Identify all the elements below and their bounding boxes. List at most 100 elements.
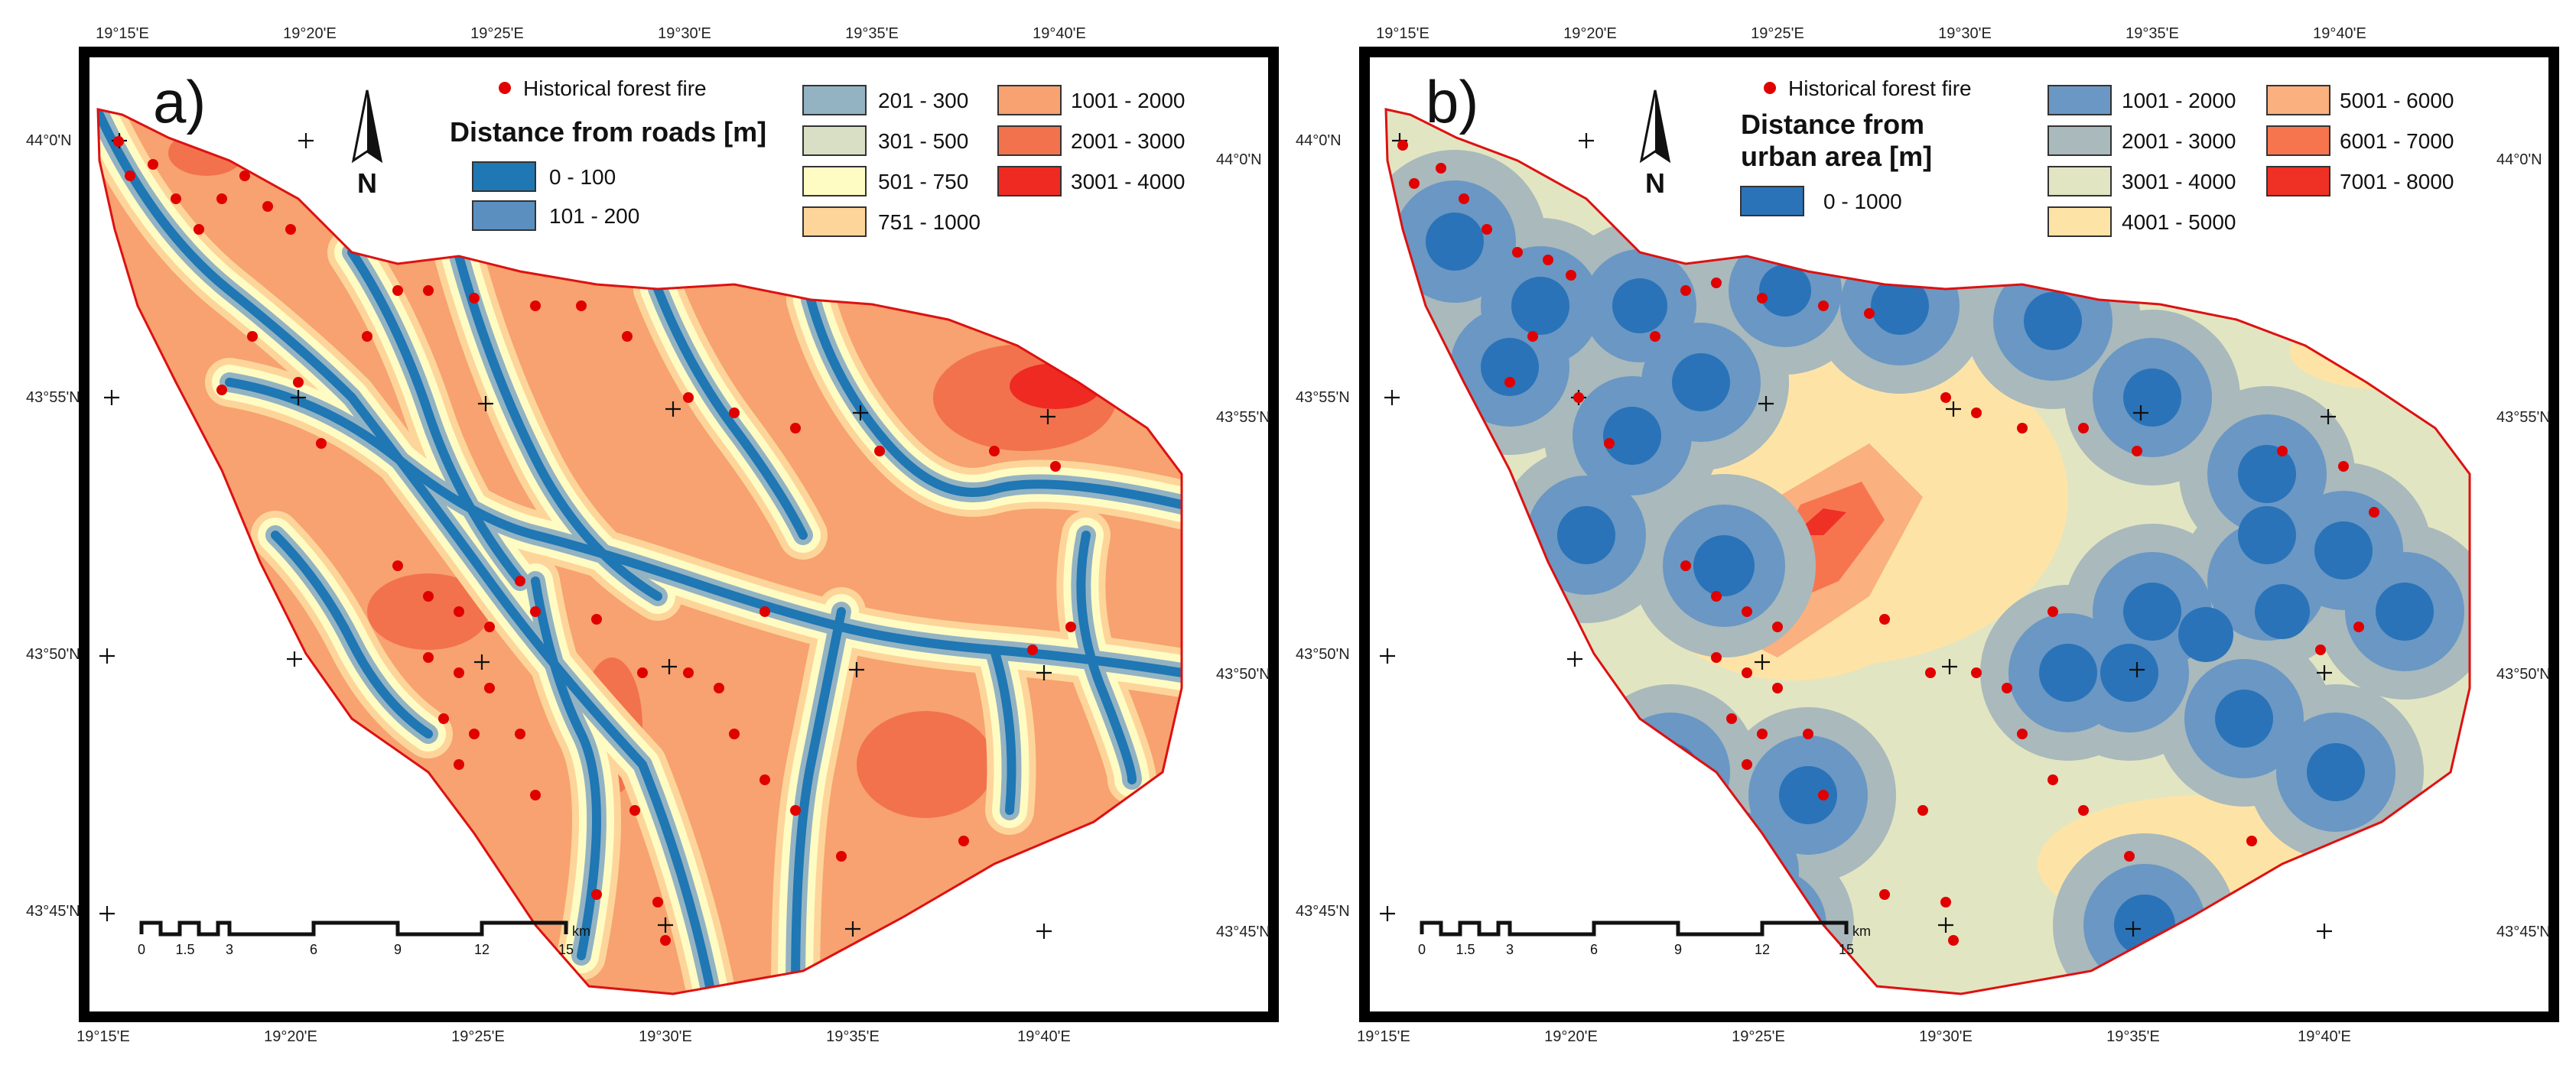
legend-swatch: [2047, 166, 2112, 196]
lat-label: 43°55'N: [2496, 409, 2551, 426]
scale-label: 3: [1506, 942, 1514, 957]
lat-label: 43°50'N: [1216, 666, 1270, 683]
right-lat-labels: 44°0'N 43°55'N 43°50'N 43°45'N: [1216, 151, 1270, 940]
scale-label: 1.5: [175, 942, 194, 957]
scale-bar: 0 1.5 3 6 9 12 15 km: [1418, 921, 1871, 957]
scale-label: 3: [226, 942, 233, 957]
lon-label: 19°25'E: [1751, 25, 1804, 42]
fire-legend-marker: [1764, 82, 1776, 94]
legend-roads: Historical forest fire Distance from roa…: [450, 76, 1185, 237]
raster-zone: [857, 711, 994, 818]
bottom-lon-labels: 19°15'E 19°20'E 19°25'E 19°30'E 19°35'E …: [76, 1028, 1071, 1045]
lon-label: 19°30'E: [1938, 25, 1992, 42]
lon-label: 19°30'E: [1919, 1028, 1973, 1045]
lat-label: 43°45'N: [1216, 924, 1270, 940]
lat-label: 44°0'N: [1216, 151, 1262, 168]
left-lat-labels: 44°0'N 43°55'N 43°50'N 43°45'N: [1296, 132, 1350, 920]
legend-class-label: 4001 - 5000: [2122, 210, 2236, 234]
legend-class-label: 5001 - 6000: [2340, 89, 2454, 112]
map-roads-svg: 19°15'E 19°20'E 19°25'E 19°30'E 19°35'E …: [26, 25, 1279, 1045]
bottom-lon-labels: 19°15'E 19°20'E 19°25'E 19°30'E 19°35'E …: [1357, 1028, 2351, 1045]
lat-label: 43°55'N: [1296, 389, 1350, 406]
legend-swatch: [997, 85, 1062, 115]
lat-label: 44°0'N: [1296, 132, 1342, 149]
legend-class-label: 3001 - 4000: [2122, 170, 2236, 193]
scale-label: 9: [394, 942, 402, 957]
lon-label: 19°35'E: [826, 1028, 880, 1045]
top-lon-labels: 19°15'E 19°20'E 19°25'E 19°30'E 19°35'E …: [96, 25, 1086, 42]
lat-label: 44°0'N: [26, 132, 72, 149]
scale-label: 6: [1590, 942, 1598, 957]
legend-swatch: [2047, 85, 2112, 115]
lat-label: 43°50'N: [1296, 646, 1350, 663]
lon-label: 19°25'E: [1732, 1028, 1785, 1045]
north-label: N: [357, 167, 377, 199]
study-area-boundary: [96, 108, 1183, 995]
panel-a-roads: 19°15'E 19°20'E 19°25'E 19°30'E 19°35'E …: [26, 25, 1279, 1045]
legend-swatch: [472, 200, 536, 231]
scale-label: 0: [138, 942, 145, 957]
fire-legend-label: Historical forest fire: [1788, 76, 1972, 100]
fire-legend-marker: [499, 82, 511, 94]
scale-label: 15: [1839, 942, 1854, 957]
lon-label: 19°40'E: [2298, 1028, 2351, 1045]
legend-urban: Historical forest fire Distance from urb…: [1740, 76, 2454, 237]
legend-class-label: 201 - 300: [878, 89, 968, 112]
lat-label: 43°45'N: [2496, 924, 2551, 940]
legend-title-line1: Distance from: [1741, 109, 1924, 140]
lon-label: 19°35'E: [845, 25, 899, 42]
legend-swatch: [1740, 186, 1804, 216]
scale-unit: km: [1852, 924, 1871, 939]
map-urban-svg: 19°15'E 19°20'E 19°25'E 19°30'E 19°35'E …: [1296, 25, 2559, 1045]
scale-unit: km: [572, 924, 590, 939]
legend-class-label: 3001 - 4000: [1071, 170, 1185, 193]
legend-class-label: 6001 - 7000: [2340, 129, 2454, 153]
lon-label: 19°25'E: [470, 25, 524, 42]
legend-class-label: 0 - 1000: [1823, 190, 1902, 213]
legend-swatch: [2266, 166, 2330, 196]
right-lat-labels: 44°0'N 43°55'N 43°50'N 43°45'N: [2496, 151, 2551, 940]
raster-zone: [367, 573, 490, 650]
fire-legend-label: Historical forest fire: [523, 76, 707, 100]
lon-label: 19°15'E: [1357, 1028, 1410, 1045]
legend-swatch: [997, 125, 1062, 156]
scale-bar: 0 1.5 3 6 9 12 15 km: [138, 921, 590, 957]
lat-label: 43°55'N: [1216, 409, 1270, 426]
legend-swatch: [802, 206, 867, 237]
fire-points: [1397, 140, 2379, 946]
top-lon-labels: 19°15'E 19°20'E 19°25'E 19°30'E 19°35'E …: [1376, 25, 2366, 42]
lon-label: 19°20'E: [283, 25, 337, 42]
north-arrow: N: [351, 89, 383, 199]
north-label: N: [1645, 167, 1665, 199]
lon-label: 19°40'E: [1033, 25, 1086, 42]
lon-label: 19°20'E: [1563, 25, 1617, 42]
scale-label: 15: [558, 942, 574, 957]
lon-label: 19°30'E: [639, 1028, 692, 1045]
left-lat-labels: 44°0'N 43°55'N 43°50'N 43°45'N: [26, 132, 80, 920]
lon-label: 19°20'E: [1544, 1028, 1598, 1045]
roads-distance-raster: [98, 109, 1182, 994]
legend-swatch: [2047, 206, 2112, 237]
lon-label: 19°15'E: [96, 25, 149, 42]
legend-swatch: [802, 166, 867, 196]
legend-title: Distance from roads [m]: [450, 116, 766, 148]
lat-label: 43°45'N: [26, 903, 80, 920]
lat-label: 43°55'N: [26, 389, 80, 406]
legend-swatch: [802, 85, 867, 115]
legend-class-label: 2001 - 3000: [1071, 129, 1185, 153]
fire-points: [113, 136, 1076, 946]
north-arrow: N: [1639, 89, 1671, 199]
legend-title-line2: urban area [m]: [1741, 141, 1932, 172]
lon-label: 19°15'E: [1376, 25, 1429, 42]
scale-label: 1.5: [1456, 942, 1475, 957]
legend-swatch: [997, 166, 1062, 196]
lat-label: 43°45'N: [1296, 903, 1350, 920]
legend-swatch: [2047, 125, 2112, 156]
legend-swatch: [2266, 125, 2330, 156]
legend-class-label: 2001 - 3000: [2122, 129, 2236, 153]
lat-label: 43°50'N: [2496, 666, 2551, 683]
lat-label: 44°0'N: [2496, 151, 2542, 168]
panel-label: a): [153, 68, 206, 135]
lon-label: 19°20'E: [264, 1028, 317, 1045]
legend-swatch: [802, 125, 867, 156]
